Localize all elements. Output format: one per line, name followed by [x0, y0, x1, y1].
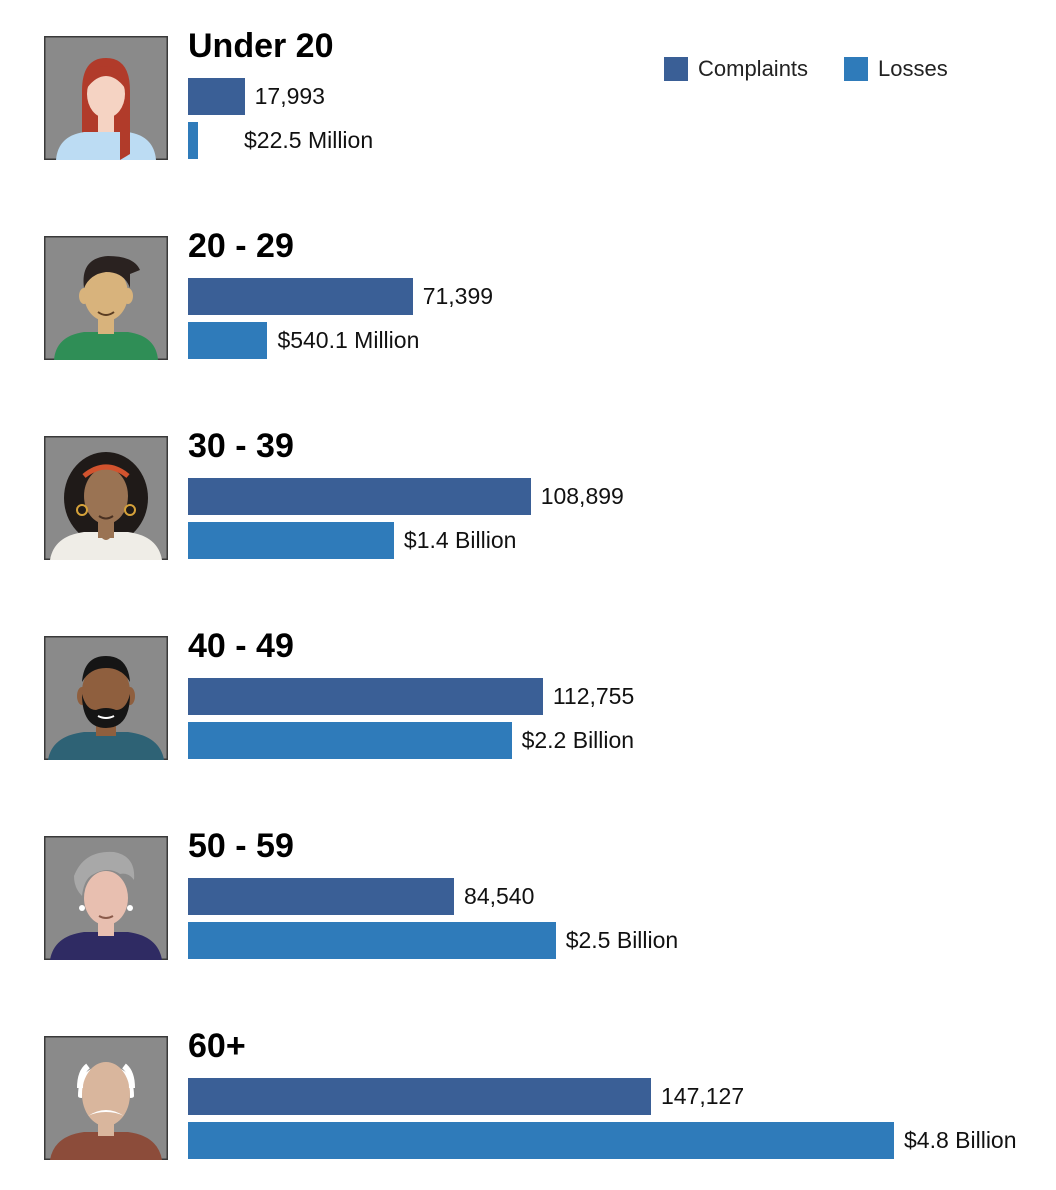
- losses-value-label: $2.2 Billion: [521, 727, 635, 753]
- losses-bar: [188, 322, 268, 359]
- older-woman-gray-hair-icon: [44, 836, 168, 960]
- age-group: 20 - 29 71,399 $540.1 Million: [0, 200, 1056, 390]
- complaints-bar: [188, 1078, 651, 1115]
- legend-swatch-complaints: [664, 57, 688, 81]
- complaints-bar: [188, 878, 455, 915]
- complaints-bar: [188, 78, 245, 115]
- category-label: 50 - 59: [188, 827, 294, 865]
- losses-bar: [188, 922, 556, 959]
- complaints-value-label: 17,993: [254, 83, 325, 109]
- legend-label-complaints: Complaints: [698, 56, 809, 81]
- losses-bar: [188, 722, 512, 759]
- young-woman-red-hair-icon: [44, 36, 168, 160]
- category-label: 20 - 29: [188, 227, 294, 265]
- legend-item-losses: Losses: [844, 56, 948, 82]
- losses-bar: [188, 122, 198, 159]
- woman-curly-hair-icon: [44, 436, 168, 560]
- man-beard-icon: [44, 636, 168, 760]
- losses-value-label: $22.5 Million: [244, 127, 374, 153]
- category-label: 30 - 39: [188, 427, 294, 465]
- age-group: 60+ 147,127 $4.8 Billion: [0, 1000, 1056, 1190]
- age-group: 40 - 49 112,755 $2.2 Billion: [0, 600, 1056, 790]
- complaints-bar: [188, 678, 543, 715]
- complaints-value-label: 71,399: [422, 283, 494, 309]
- losses-bar: [188, 1122, 894, 1159]
- complaints-value-label: 108,899: [540, 483, 624, 509]
- losses-value-label: $540.1 Million: [277, 327, 420, 353]
- legend-item-complaints: Complaints: [664, 56, 808, 82]
- age-group: 50 - 59 84,540 $2.5 Billion: [0, 800, 1056, 990]
- category-label: Under 20: [188, 27, 334, 65]
- complaints-value-label: 84,540: [464, 883, 535, 909]
- complaints-bar: [188, 478, 531, 515]
- complaints-bar: [188, 278, 413, 315]
- category-label: 40 - 49: [188, 627, 294, 665]
- complaints-value-label: 147,127: [661, 1083, 745, 1109]
- legend-label-losses: Losses: [878, 56, 948, 81]
- legend: Complaints Losses: [664, 56, 948, 82]
- age-group: Under 20 17,993 $22.5 Million: [0, 0, 1056, 190]
- complaints-value-label: 112,755: [552, 683, 635, 709]
- legend-swatch-losses: [844, 57, 869, 81]
- age-group: 30 - 39 108,899 $1.4 Billion: [0, 400, 1056, 590]
- losses-value-label: $1.4 Billion: [403, 527, 517, 553]
- losses-value-label: $4.8 Billion: [904, 1127, 1017, 1153]
- losses-value-label: $2.5 Billion: [565, 927, 679, 953]
- elderly-man-mustache-icon: [44, 1036, 168, 1160]
- category-label: 60+: [188, 1027, 246, 1065]
- losses-bar: [188, 522, 394, 559]
- young-man-dark-hair-icon: [44, 236, 168, 360]
